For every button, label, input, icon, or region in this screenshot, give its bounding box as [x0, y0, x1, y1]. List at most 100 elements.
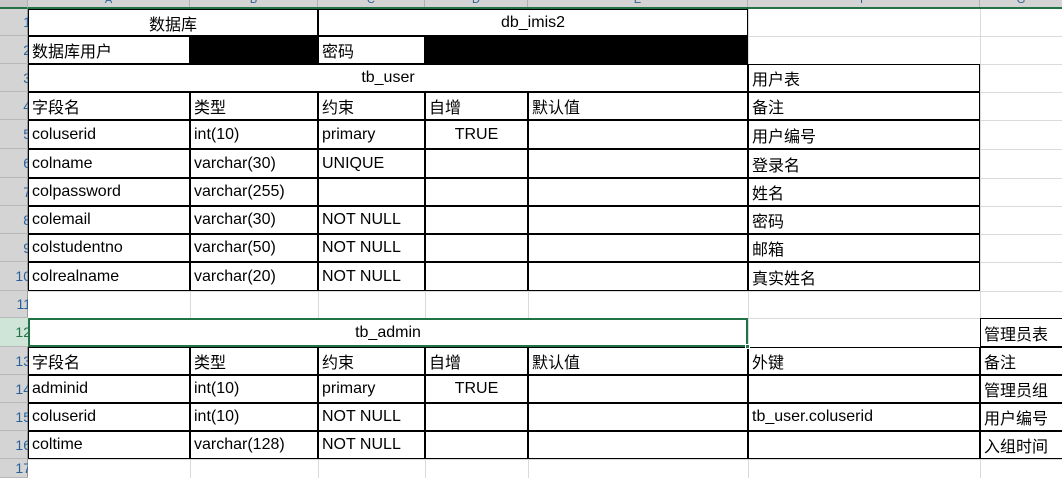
cell-tbuser-field-5[interactable]: colrealname	[28, 262, 190, 291]
cell-tbuser-type-5[interactable]: varchar(20)	[190, 262, 318, 291]
cell-tbadmin-fkey-2[interactable]	[748, 431, 980, 459]
cell-tbuser-type-3[interactable]: varchar(30)	[190, 206, 318, 234]
cell-tbuser-default-4[interactable]	[528, 234, 748, 262]
cell-tbuser-constraint-5[interactable]: NOT NULL	[318, 262, 425, 291]
cell-tbadmin-default-1[interactable]	[528, 403, 748, 431]
cell-tbuser-type-2[interactable]: varchar(255)	[190, 178, 318, 206]
cell-tbadmin-default-2[interactable]	[528, 431, 748, 459]
row-header-8[interactable]: 8	[0, 206, 28, 234]
row-header-7[interactable]: 7	[0, 178, 28, 206]
cell-tbuser-field-0[interactable]: coluserid	[28, 120, 190, 149]
row-header-10[interactable]: 10	[0, 262, 28, 291]
cell-tbadmin-note-2[interactable]: 入组时间	[980, 431, 1062, 459]
cell-db-user-value-redacted[interactable]	[190, 36, 318, 64]
cell-tbuser-type-1[interactable]: varchar(30)	[190, 149, 318, 178]
cell-db-password-label[interactable]: 密码	[318, 36, 425, 64]
row-header-9[interactable]: 9	[0, 234, 28, 262]
cell-tbuser-default-0[interactable]	[528, 120, 748, 149]
select-all-corner[interactable]	[0, 0, 28, 9]
row-header-5[interactable]: 5	[0, 120, 28, 149]
cell-tbuser-header-5[interactable]: 备注	[748, 92, 980, 120]
cell-db-password-value-redacted[interactable]	[425, 36, 748, 64]
cell-tbuser-title-note[interactable]: 用户表	[748, 64, 980, 92]
cell-tbuser-note-5[interactable]: 真实姓名	[748, 262, 980, 291]
cell-tbadmin-type-2[interactable]: varchar(128)	[190, 431, 318, 459]
cell-tbuser-auto-4[interactable]	[425, 234, 528, 262]
column-header-strip[interactable]: A B C D E F G	[0, 0, 1062, 9]
cell-tbuser-constraint-0[interactable]: primary	[318, 120, 425, 149]
row-header-14[interactable]: 14	[0, 375, 28, 403]
cell-tbuser-type-0[interactable]: int(10)	[190, 120, 318, 149]
cell-db-user-label[interactable]: 数据库用户	[28, 36, 190, 64]
cell-tbadmin-note-0[interactable]: 管理员组	[980, 375, 1062, 403]
cell-tbuser-field-1[interactable]: colname	[28, 149, 190, 178]
row-header-16[interactable]: 16	[0, 431, 28, 459]
cell-tbuser-header-2[interactable]: 约束	[318, 92, 425, 120]
row-header-11[interactable]: 11	[0, 291, 28, 318]
row-header-13[interactable]: 13	[0, 347, 28, 375]
cell-tbuser-note-0[interactable]: 用户编号	[748, 120, 980, 149]
cell-tbuser-auto-0[interactable]: TRUE	[425, 120, 528, 149]
cell-tbuser-header-4[interactable]: 默认值	[528, 92, 748, 120]
cell-tbadmin-constraint-2[interactable]: NOT NULL	[318, 431, 425, 459]
cell-tbadmin-header-6[interactable]: 备注	[980, 347, 1062, 375]
row-header-12[interactable]: 12	[0, 318, 28, 347]
cell-tbuser-default-3[interactable]	[528, 206, 748, 234]
row-header-6[interactable]: 6	[0, 149, 28, 178]
cell-tbuser-field-4[interactable]: colstudentno	[28, 234, 190, 262]
cell-tbuser-default-2[interactable]	[528, 178, 748, 206]
cell-tbuser-header-0[interactable]: 字段名	[28, 92, 190, 120]
row-header-4[interactable]: 4	[0, 92, 28, 120]
cell-tbadmin-type-0[interactable]: int(10)	[190, 375, 318, 403]
cell-tbadmin-header-1[interactable]: 类型	[190, 347, 318, 375]
cell-tbuser-title[interactable]: tb_user	[28, 64, 748, 92]
cell-tbadmin-constraint-0[interactable]: primary	[318, 375, 425, 403]
cell-tbuser-field-2[interactable]: colpassword	[28, 178, 190, 206]
cell-tbuser-constraint-1[interactable]: UNIQUE	[318, 149, 425, 178]
cell-tbuser-note-2[interactable]: 姓名	[748, 178, 980, 206]
column-header-c[interactable]: C	[318, 0, 425, 7]
cell-tbuser-default-5[interactable]	[528, 262, 748, 291]
column-header-d[interactable]: D	[425, 0, 528, 7]
column-header-e[interactable]: E	[528, 0, 748, 7]
cell-tbadmin-fkey-1[interactable]: tb_user.coluserid	[748, 403, 980, 431]
cell-tbuser-note-3[interactable]: 密码	[748, 206, 980, 234]
cell-tbadmin-note-1[interactable]: 用户编号	[980, 403, 1062, 431]
cell-tbuser-note-4[interactable]: 邮箱	[748, 234, 980, 262]
row-header-2[interactable]: 2	[0, 36, 28, 64]
cell-tbadmin-header-4[interactable]: 默认值	[528, 347, 748, 375]
cell-tbadmin-fkey-0[interactable]	[748, 375, 980, 403]
cell-tbadmin-field-2[interactable]: coltime	[28, 431, 190, 459]
fill-handle[interactable]	[745, 344, 750, 349]
cell-tbuser-default-1[interactable]	[528, 149, 748, 178]
cell-db-name[interactable]: db_imis2	[318, 9, 748, 36]
cell-tbuser-auto-5[interactable]	[425, 262, 528, 291]
cell-tbuser-field-3[interactable]: colemail	[28, 206, 190, 234]
cell-tbuser-auto-1[interactable]	[425, 149, 528, 178]
cell-tbadmin-default-0[interactable]	[528, 375, 748, 403]
column-header-b[interactable]: B	[190, 0, 318, 7]
cell-tbuser-header-3[interactable]: 自增	[425, 92, 528, 120]
cell-tbadmin-field-1[interactable]: coluserid	[28, 403, 190, 431]
cell-tbadmin-auto-1[interactable]	[425, 403, 528, 431]
cell-db-label[interactable]: 数据库	[28, 9, 318, 36]
column-header-f[interactable]: F	[748, 0, 980, 7]
cell-tbadmin-title-note[interactable]: 管理员表	[980, 318, 1062, 347]
cell-tbadmin-auto-2[interactable]	[425, 431, 528, 459]
cell-tbuser-auto-3[interactable]	[425, 206, 528, 234]
cell-tbuser-note-1[interactable]: 登录名	[748, 149, 980, 178]
cell-tbuser-type-4[interactable]: varchar(50)	[190, 234, 318, 262]
row-header-1[interactable]: 1	[0, 9, 28, 36]
cell-tbuser-auto-2[interactable]	[425, 178, 528, 206]
cell-tbuser-constraint-4[interactable]: NOT NULL	[318, 234, 425, 262]
cell-tbadmin-header-2[interactable]: 约束	[318, 347, 425, 375]
cell-tbadmin-header-3[interactable]: 自增	[425, 347, 528, 375]
cell-tbuser-header-1[interactable]: 类型	[190, 92, 318, 120]
column-header-a[interactable]: A	[28, 0, 190, 7]
cell-tbadmin-field-0[interactable]: adminid	[28, 375, 190, 403]
cell-tbadmin-header-5[interactable]: 外键	[748, 347, 980, 375]
cell-tbadmin-title[interactable]: tb_admin	[28, 318, 748, 347]
cell-tbadmin-type-1[interactable]: int(10)	[190, 403, 318, 431]
row-header-17[interactable]: 17	[0, 459, 28, 478]
